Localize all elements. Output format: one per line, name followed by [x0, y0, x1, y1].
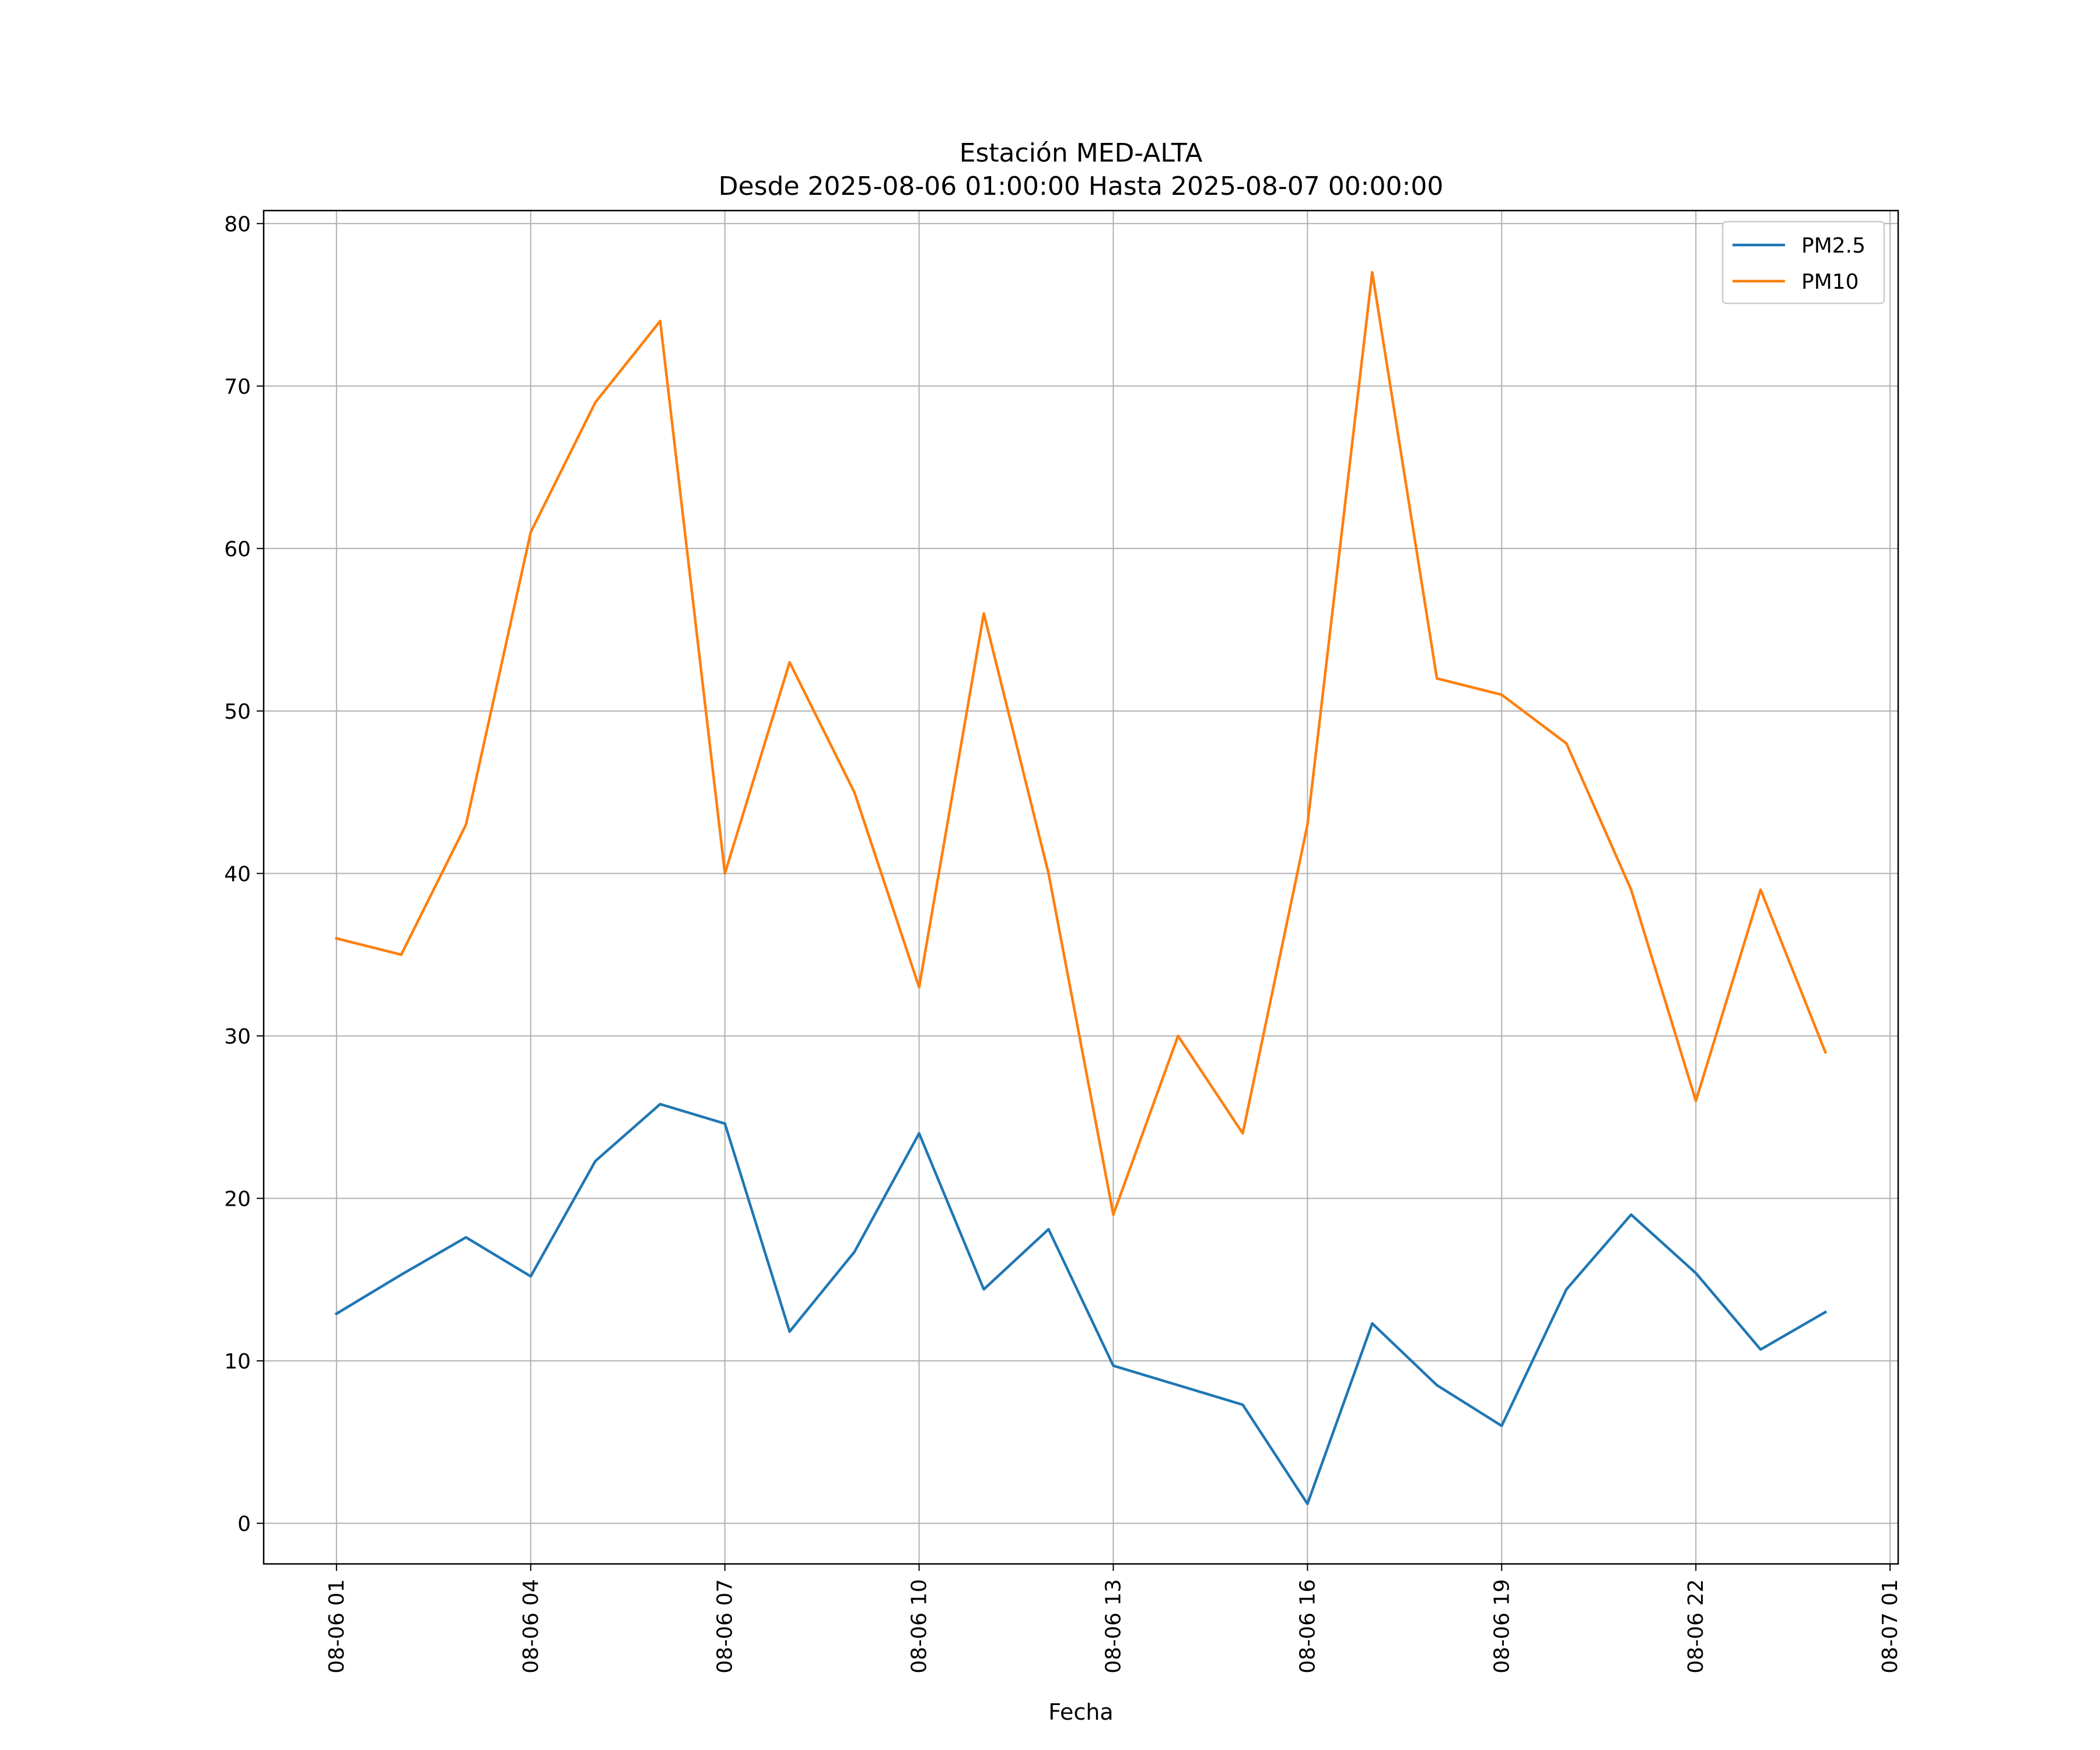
y-axis: 0 10 20 30 40 50 60 70 80	[224, 212, 264, 1536]
y-tick-label: 10	[224, 1350, 251, 1374]
x-tick-label: 08-06 13	[1101, 1579, 1125, 1674]
legend-label-pm25: PM2.5	[1801, 234, 1866, 258]
chart-subtitle: Desde 2025-08-06 01:00:00 Hasta 2025-08-…	[719, 172, 1444, 201]
x-tick-label: 08-06 10	[908, 1579, 932, 1674]
x-tick-label: 08-06 19	[1490, 1579, 1514, 1674]
legend-items: PM2.5 PM10	[1732, 234, 1866, 294]
y-tick-label: 50	[224, 700, 251, 724]
y-tick-label: 40	[224, 862, 251, 886]
legend-box	[1721, 220, 1885, 304]
y-tick-label: 60	[224, 537, 251, 561]
x-axis: 08-06 01 08-06 04 08-06 07 08-06 10 08-06 13…	[325, 1564, 1902, 1674]
series-line-pm10	[335, 271, 1828, 1216]
series-line-pm25	[334, 1102, 1828, 1506]
x-tick-label: 08-07 01	[1878, 1579, 1902, 1674]
legend-label-pm10: PM10	[1801, 270, 1859, 294]
x-tick-label: 08-06 16	[1296, 1579, 1320, 1674]
x-tick-label: 08-06 04	[519, 1579, 543, 1674]
y-tick-label: 0	[237, 1512, 251, 1536]
x-axis-label: Fecha	[1048, 1699, 1113, 1725]
y-tick-label: 80	[224, 212, 251, 236]
x-tick-label: 08-06 07	[713, 1579, 737, 1674]
x-tick-label: 08-06 01	[325, 1579, 349, 1674]
x-tick-label: 08-06 22	[1684, 1579, 1708, 1674]
series-layer	[334, 271, 1828, 1506]
plot-frame	[262, 209, 1899, 1565]
y-tick-label: 30	[224, 1025, 251, 1049]
y-tick-label: 20	[224, 1187, 251, 1211]
legend[interactable]: PM2.5 PM10	[1721, 220, 1885, 304]
grid	[264, 211, 1898, 1564]
chart-title: Estación MED-ALTA	[960, 138, 1203, 168]
y-tick-label: 70	[224, 375, 251, 399]
